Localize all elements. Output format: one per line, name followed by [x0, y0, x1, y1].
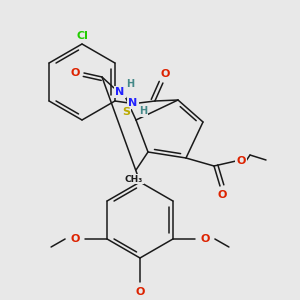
Text: S: S: [122, 107, 130, 117]
Text: O: O: [200, 234, 210, 244]
Text: CH₃: CH₃: [125, 175, 143, 184]
Text: O: O: [135, 287, 145, 297]
Text: O: O: [160, 69, 170, 79]
Text: O: O: [236, 156, 246, 166]
Text: O: O: [217, 190, 227, 200]
Text: O: O: [70, 68, 80, 78]
Text: N: N: [128, 98, 137, 108]
Text: O: O: [70, 234, 80, 244]
Text: Cl: Cl: [76, 31, 88, 41]
Text: N: N: [116, 87, 124, 97]
Text: H: H: [126, 79, 134, 89]
Text: H: H: [139, 106, 147, 116]
